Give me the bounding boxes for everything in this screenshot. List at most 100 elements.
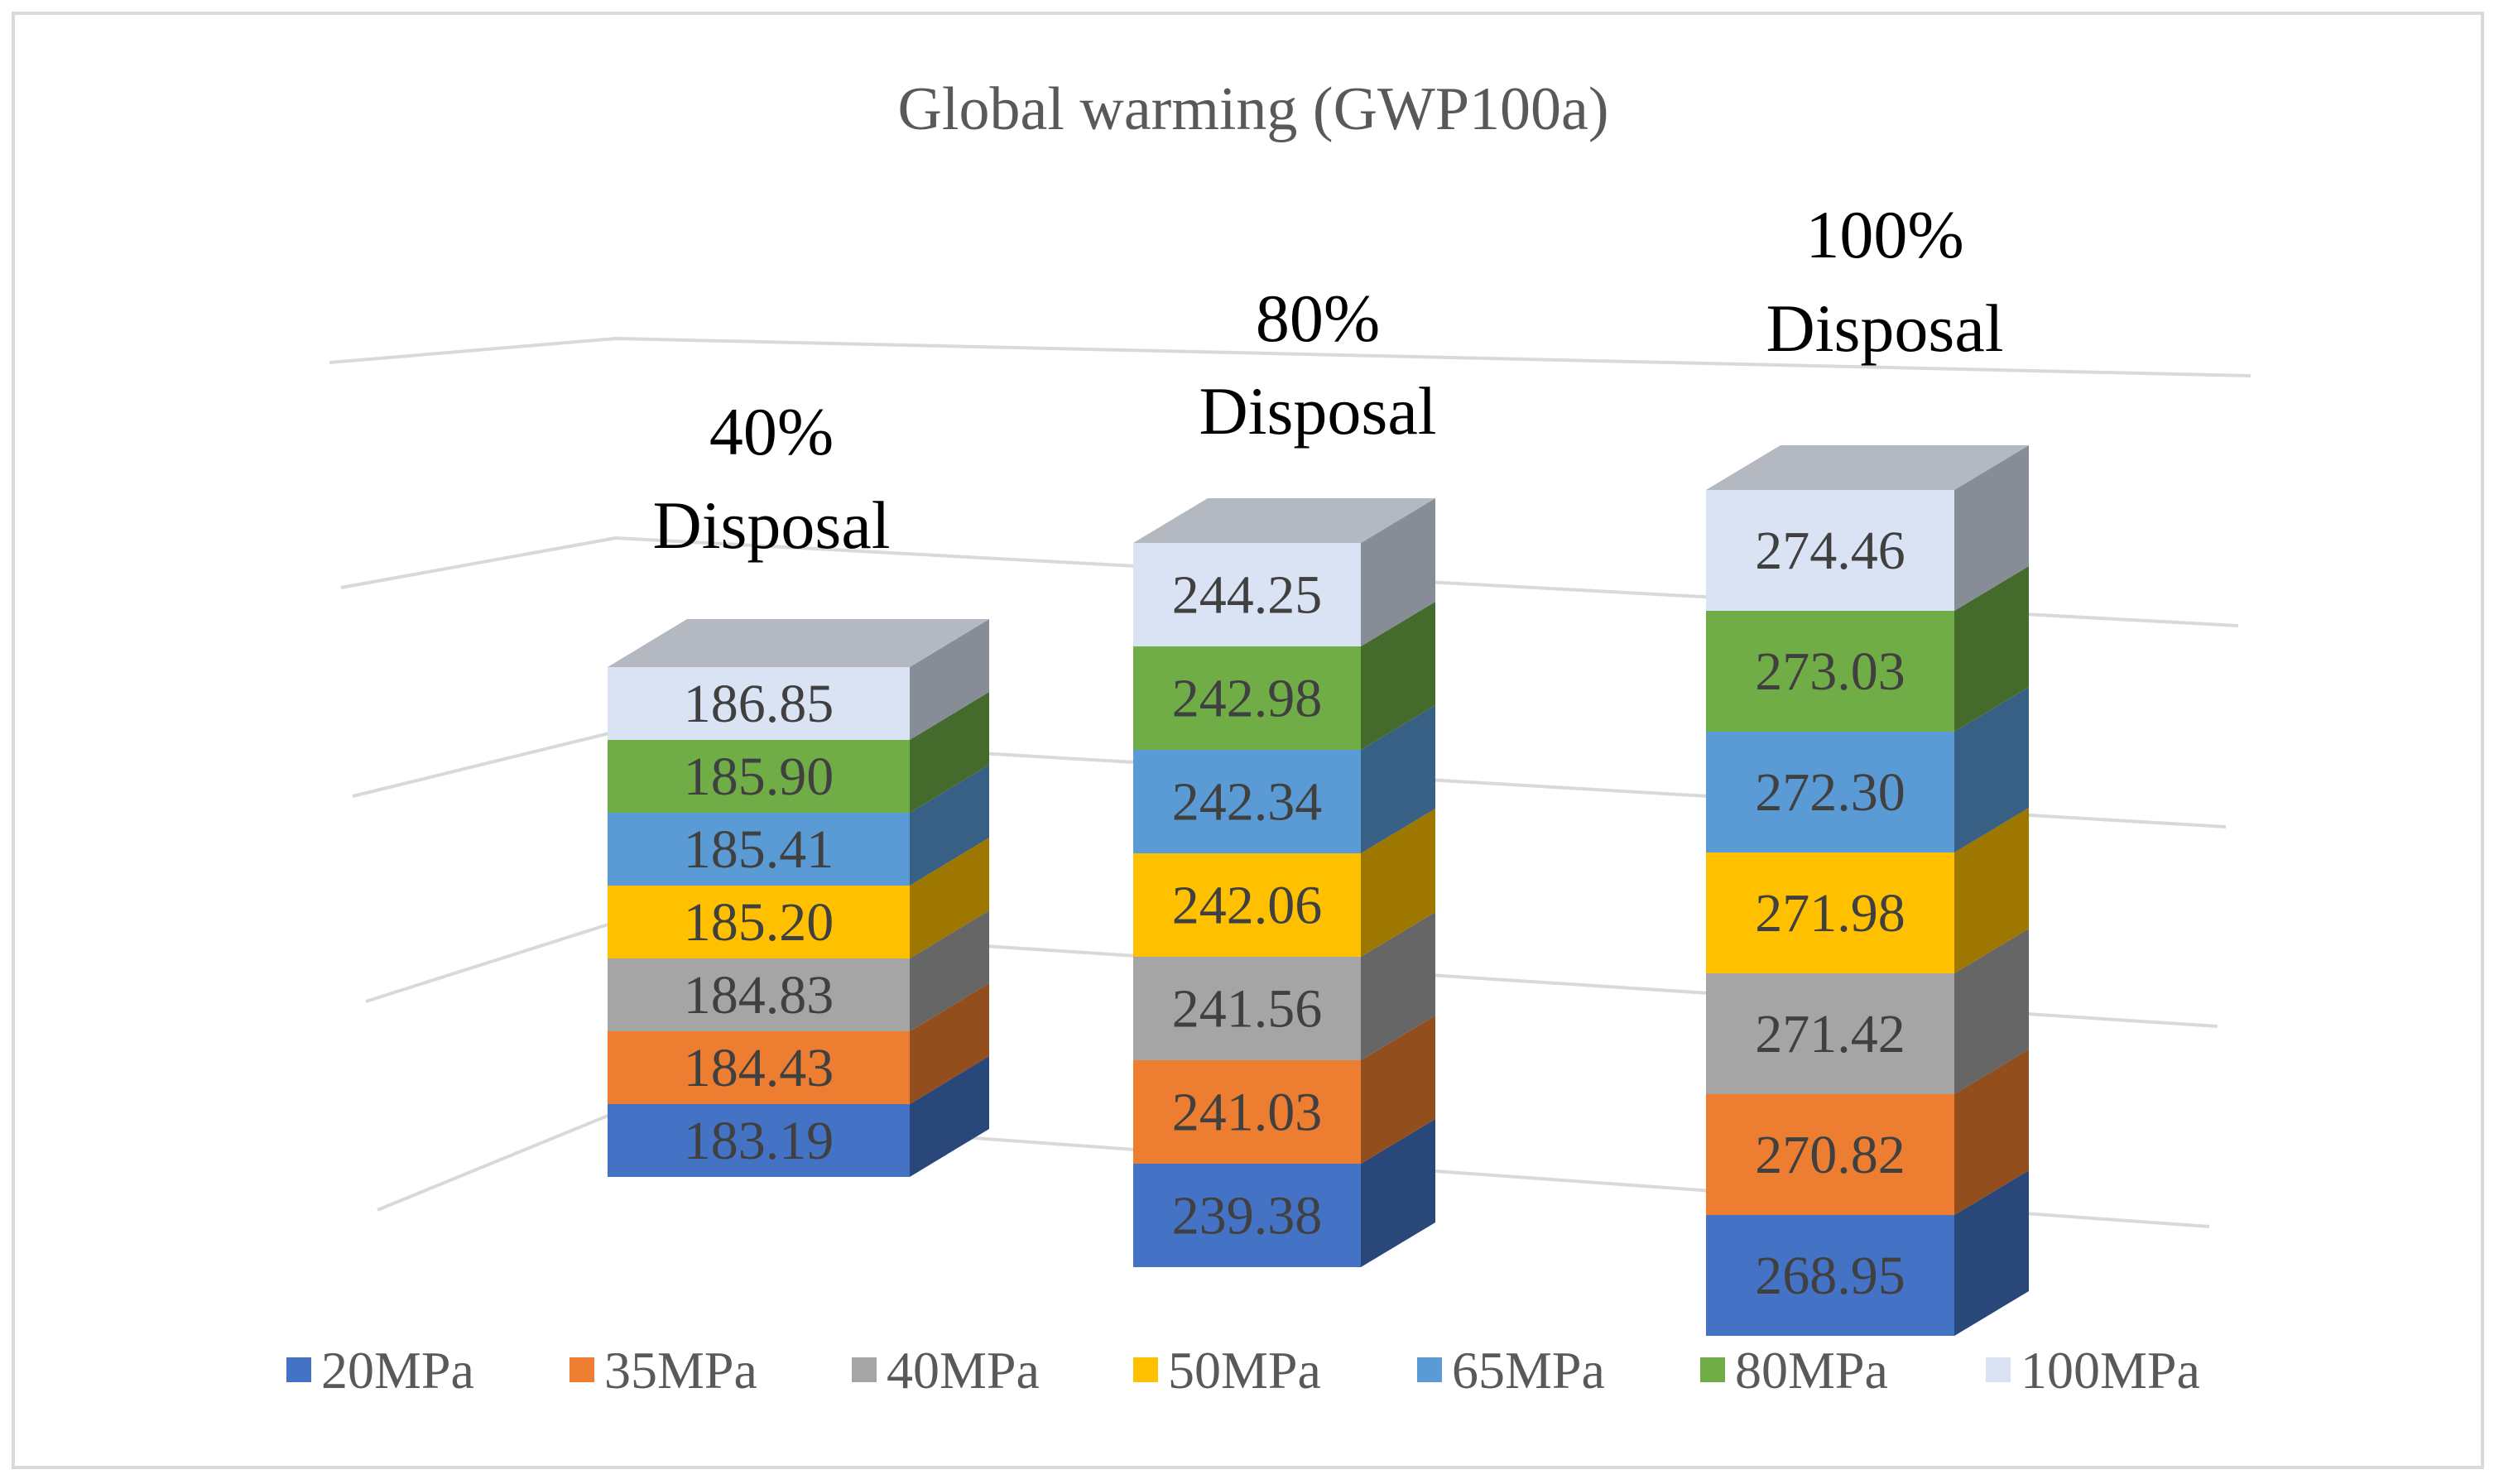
bar-side-80MPa	[1954, 566, 2029, 732]
legend-item-65MPa: 65MPa	[1417, 1341, 1605, 1400]
bar-segment-35MPa	[1706, 1094, 1954, 1215]
legend-swatch	[569, 1357, 594, 1382]
legend-item-35MPa: 35MPa	[569, 1341, 757, 1400]
data-label: 241.56	[1172, 979, 1323, 1040]
legend-label: 20MPa	[321, 1341, 474, 1400]
data-label: 185.41	[684, 819, 834, 880]
legend-item-80MPa: 80MPa	[1700, 1341, 1888, 1400]
legend-item-40MPa: 40MPa	[852, 1341, 1040, 1400]
bar-side-50MPa	[910, 838, 989, 958]
bar-segment-65MPa	[1706, 732, 1954, 852]
bar-side-80MPa	[910, 692, 989, 813]
column-3: 268.95 270.82 271.42 271.98 272.30 273.03 274.…	[1706, 445, 2029, 1336]
bar-side-20MPa	[1361, 1119, 1435, 1267]
data-label: 274.46	[1755, 521, 1905, 581]
bar-segment-20MPa	[1133, 1164, 1361, 1267]
data-label: 242.98	[1172, 669, 1323, 729]
data-label: 268.95	[1755, 1246, 1905, 1306]
data-label: 242.06	[1172, 876, 1323, 936]
data-label: 242.34	[1172, 772, 1323, 833]
bar-segment-35MPa	[608, 1031, 910, 1104]
bar-side-80MPa	[1361, 602, 1435, 750]
group-label-percent: 100%	[1805, 197, 1963, 272]
bar-segment-80MPa	[1706, 611, 1954, 732]
bar-side-35MPa	[910, 983, 989, 1104]
data-label: 244.25	[1172, 565, 1323, 626]
bar-side-20MPa	[1954, 1170, 2029, 1336]
data-label: 183.19	[684, 1111, 834, 1171]
bar-side-35MPa	[1361, 1016, 1435, 1164]
bar-side-65MPa	[910, 765, 989, 886]
bars: 183.19 184.43 184.83 185.20 185.41 185.90 186.…	[608, 445, 2029, 1336]
data-label: 271.98	[1755, 883, 1905, 944]
bar-segment-20MPa	[608, 1104, 910, 1177]
bar-side-40MPa	[1954, 929, 2029, 1094]
bar-segment-35MPa	[1133, 1060, 1361, 1164]
bar-side-100MPa	[1361, 498, 1435, 646]
legend-swatch	[852, 1357, 877, 1382]
legend-swatch	[1700, 1357, 1725, 1382]
data-label: 271.42	[1755, 1004, 1905, 1064]
data-label: 273.03	[1755, 641, 1905, 702]
legend-swatch	[1133, 1357, 1158, 1382]
bar-segment-100MPa	[1133, 543, 1361, 646]
data-label: 239.38	[1172, 1186, 1323, 1246]
bar-side-20MPa	[910, 1056, 989, 1177]
data-label: 270.82	[1755, 1125, 1905, 1185]
bar-segment-80MPa	[1133, 646, 1361, 750]
bar-side-40MPa	[1361, 912, 1435, 1060]
bar-segment-40MPa	[608, 958, 910, 1031]
data-label: 185.20	[684, 892, 834, 953]
chart-svg: Global warming (GWP100a) 183.19 184.43 184…	[286, 75, 2252, 1400]
bar-segment-50MPa	[1706, 852, 1954, 973]
legend-label: 35MPa	[604, 1341, 757, 1400]
legend-label: 50MPa	[1168, 1341, 1321, 1400]
bar-side-35MPa	[1954, 1049, 2029, 1215]
group-label-percent: 40%	[709, 394, 834, 469]
bar-segment-20MPa	[1706, 1215, 1954, 1336]
data-label: 184.83	[684, 965, 834, 1025]
bar-segment-65MPa	[1133, 750, 1361, 853]
legend-swatch	[1986, 1357, 2011, 1382]
bar-top-face	[608, 619, 989, 667]
legend-swatch	[1417, 1357, 1442, 1382]
group-label-disposal: Disposal	[653, 487, 891, 563]
bar-side-100MPa	[1954, 445, 2029, 611]
bar-segment-80MPa	[608, 740, 910, 813]
bar-segment-50MPa	[1133, 853, 1361, 957]
bar-side-100MPa	[910, 619, 989, 740]
column-2: 239.38 241.03 241.56 242.06 242.34 242.98 244.…	[1133, 498, 1435, 1267]
gridline	[340, 535, 2239, 627]
bar-top-face	[1706, 445, 2029, 490]
data-label: 272.30	[1755, 762, 1905, 823]
group-label-disposal: Disposal	[1199, 373, 1437, 449]
bar-segment-40MPa	[1706, 973, 1954, 1094]
bar-side-65MPa	[1954, 687, 2029, 852]
chart-title: Global warming (GWP100a)	[897, 75, 1608, 143]
legend-item-20MPa: 20MPa	[286, 1341, 474, 1400]
group-label-percent: 80%	[1256, 281, 1380, 356]
bar-side-65MPa	[1361, 705, 1435, 853]
legend-swatch	[286, 1357, 311, 1382]
bar-side-50MPa	[1954, 808, 2029, 973]
data-label: 185.90	[684, 747, 834, 807]
bar-segment-100MPa	[608, 667, 910, 740]
legend-item-100MPa: 100MPa	[1986, 1341, 2200, 1400]
bar-segment-50MPa	[608, 886, 910, 958]
gridline	[329, 336, 2252, 377]
bar-segment-100MPa	[1706, 490, 1954, 611]
bar-segment-40MPa	[1133, 957, 1361, 1060]
bar-segment-65MPa	[608, 813, 910, 886]
data-label: 186.85	[684, 674, 834, 734]
legend-item-50MPa: 50MPa	[1133, 1341, 1321, 1400]
legend-label: 40MPa	[887, 1341, 1040, 1400]
group-label-disposal: Disposal	[1766, 291, 2004, 366]
group-labels: 40% Disposal 80% Disposal 100% Disposal	[653, 197, 2004, 563]
column-1: 183.19 184.43 184.83 185.20 185.41 185.90 186.…	[608, 619, 989, 1177]
chart-frame: Global warming (GWP100a) 183.19 184.43 184…	[12, 12, 2484, 1469]
bar-side-40MPa	[910, 910, 989, 1031]
legend-label: 65MPa	[1452, 1341, 1605, 1400]
data-label: 184.43	[684, 1038, 834, 1098]
legend-label: 100MPa	[2021, 1341, 2200, 1400]
legend-label: 80MPa	[1735, 1341, 1888, 1400]
